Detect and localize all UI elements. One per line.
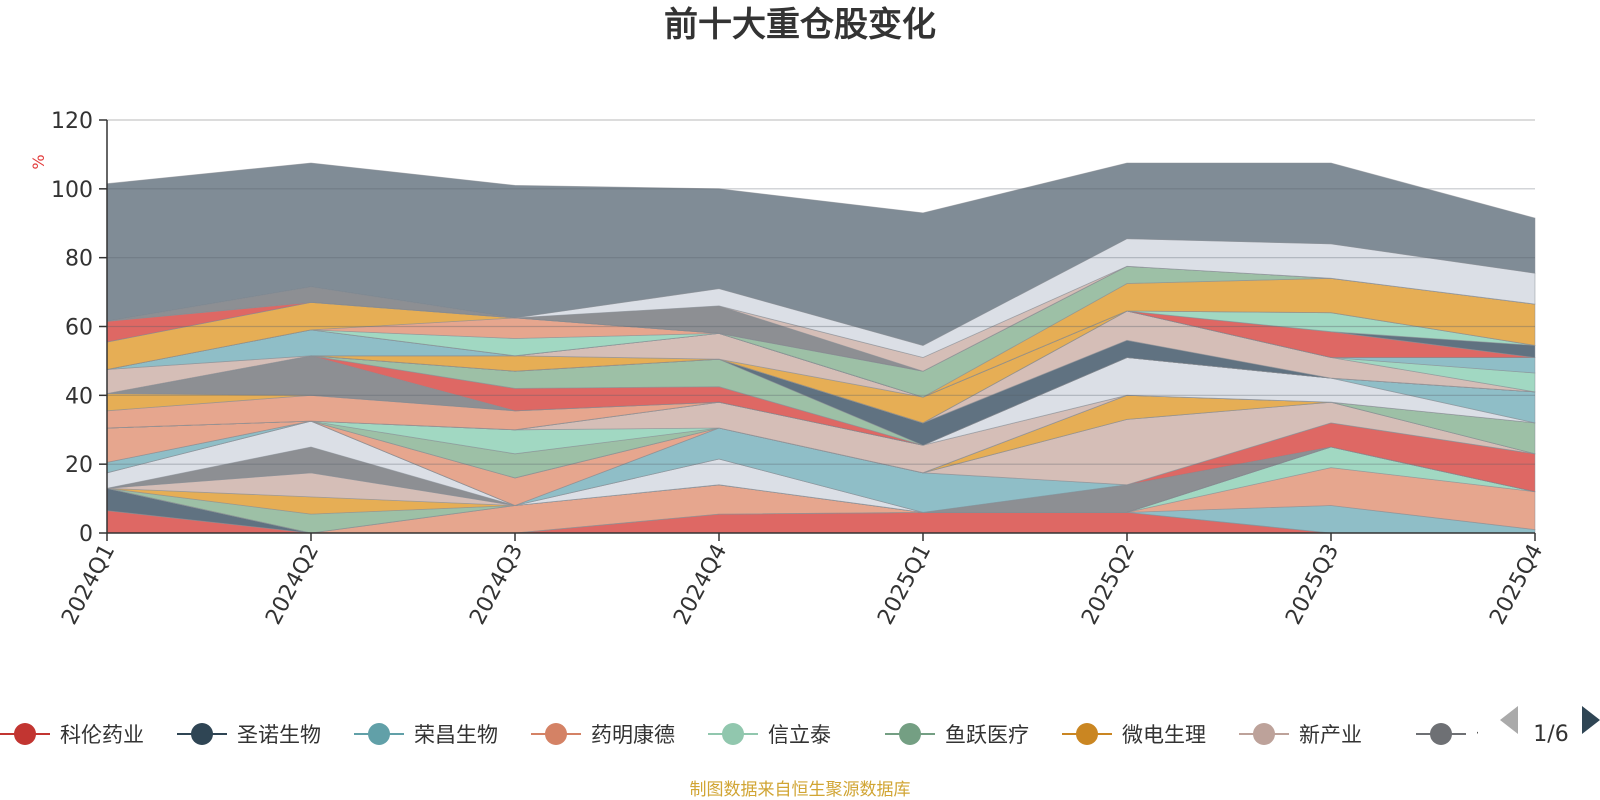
legend-item[interactable]: 云南白药 — [1416, 723, 1560, 747]
y-tick-label: 100 — [51, 178, 93, 203]
legend-label: 圣诺生物 — [237, 723, 321, 747]
legend-item[interactable]: 微电生理 — [1062, 723, 1206, 747]
area-series — [106, 162, 1536, 534]
legend-circle-marker — [368, 723, 390, 745]
x-tick-label: 2025Q1 — [873, 540, 936, 629]
y-tick-label: 0 — [79, 522, 93, 547]
legend-label: 荣昌生物 — [414, 723, 498, 747]
x-axis-ticks: 2024Q1 2024Q2 2024Q3 2024Q4 2025Q1 2025Q2 2025… — [57, 533, 1548, 629]
y-tick-label: 80 — [65, 247, 93, 272]
y-axis-ticks: 0 20 40 60 80 100 120 — [51, 109, 107, 547]
legend-item[interactable]: 信立泰 — [708, 723, 831, 747]
legend-label: 新产业 — [1299, 723, 1362, 747]
legend: 科伦药业 圣诺生物 荣昌生物 药明康德 信立泰 鱼跃医疗 微电生理 新产业 云南白药 — [0, 723, 1560, 747]
legend-label: 药明康德 — [591, 723, 675, 747]
legend-next-arrow-icon[interactable] — [1582, 706, 1600, 734]
chart-title: 前十大重仓股变化 — [664, 5, 936, 45]
legend-prev-arrow-icon[interactable] — [1500, 706, 1518, 734]
footer-source: 制图数据来自恒生聚源数据库 — [690, 780, 911, 800]
grid-lines — [107, 119, 1535, 465]
legend-item[interactable]: 鱼跃医疗 — [885, 723, 1029, 747]
legend-label: 科伦药业 — [60, 723, 144, 747]
legend-label: 云南白药 — [1476, 723, 1560, 747]
legend-circle-marker — [722, 723, 744, 745]
x-tick-label: 2024Q2 — [261, 540, 324, 629]
legend-label: 信立泰 — [768, 723, 831, 747]
legend-item[interactable]: 圣诺生物 — [177, 723, 321, 747]
legend-label: 微电生理 — [1122, 723, 1206, 747]
y-tick-label: 120 — [51, 109, 93, 134]
legend-circle-marker — [1253, 723, 1275, 745]
legend-item[interactable]: 药明康德 — [531, 723, 675, 747]
legend-circle-marker — [545, 723, 567, 745]
y-tick-label: 40 — [65, 384, 93, 409]
y-axis-unit: % — [29, 154, 48, 169]
y-tick-label: 60 — [65, 316, 93, 341]
legend-item[interactable]: 荣昌生物 — [354, 723, 498, 747]
x-tick-label: 2025Q4 — [1485, 540, 1548, 629]
legend-pager: 1/6 — [1500, 706, 1600, 747]
legend-circle-marker — [1076, 723, 1098, 745]
legend-item[interactable]: 科伦药业 — [0, 723, 144, 747]
legend-circle-marker — [1430, 723, 1452, 745]
x-tick-label: 2024Q1 — [57, 540, 120, 629]
legend-circle-marker — [14, 723, 36, 745]
y-tick-label: 20 — [65, 453, 93, 478]
legend-circle-marker — [191, 723, 213, 745]
area-series-43 — [106, 162, 1536, 346]
legend-circle-marker — [899, 723, 921, 745]
x-tick-label: 2024Q4 — [669, 540, 732, 629]
x-tick-label: 2025Q2 — [1077, 540, 1140, 629]
legend-page-indicator: 1/6 — [1533, 722, 1568, 747]
legend-label: 鱼跃医疗 — [945, 723, 1029, 747]
legend-item[interactable]: 新产业 — [1239, 723, 1362, 747]
x-tick-label: 2024Q3 — [465, 540, 528, 629]
x-tick-label: 2025Q3 — [1281, 540, 1344, 629]
